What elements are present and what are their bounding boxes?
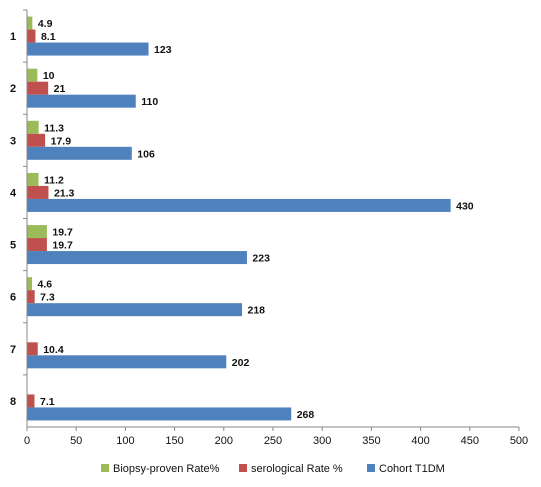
category-label: 5 (10, 240, 16, 252)
bar-biopsy-proven-rate- (27, 68, 38, 82)
bar-biopsy-proven-rate- (27, 277, 33, 291)
data-label: 8.1 (41, 31, 56, 43)
bar-cohort-t1dm (27, 303, 243, 317)
legend-label: serological Rate % (251, 463, 343, 475)
bar-serological-rate- (27, 29, 36, 43)
bar-cohort-t1dm (27, 407, 292, 421)
bar-cohort-t1dm (27, 355, 227, 369)
data-label: 218 (248, 305, 266, 317)
bar-biopsy-proven-rate- (27, 172, 39, 186)
category-label: 8 (10, 396, 16, 408)
x-tick-label: 300 (313, 435, 331, 447)
bar-cohort-t1dm (27, 251, 247, 265)
data-label: 11.2 (44, 174, 64, 186)
legend-label: Biopsy-proven Rate% (113, 463, 220, 475)
bar-serological-rate- (27, 81, 49, 95)
data-label: 268 (297, 409, 315, 421)
category-label: 6 (10, 292, 16, 304)
data-label: 21.3 (54, 187, 75, 199)
data-label: 106 (137, 148, 155, 160)
legend-swatch (239, 464, 247, 472)
bar-biopsy-proven-rate- (27, 16, 33, 30)
bar-serological-rate- (27, 394, 35, 408)
legend-swatch (367, 464, 375, 472)
x-tick-label: 100 (116, 435, 134, 447)
plot-area: 0 50 100 150 200 250 300 350 400 450 500 1 4.98.1 123… (10, 9, 528, 447)
x-tick-label: 500 (510, 435, 528, 447)
x-tick-label: 50 (70, 435, 82, 447)
data-label: 7.1 (40, 396, 55, 408)
x-tick-label: 150 (165, 435, 183, 447)
legend: Biopsy-proven Rate% serological Rate % Coh… (101, 463, 445, 475)
bar-serological-rate- (27, 290, 35, 304)
data-label: 10.4 (43, 344, 64, 356)
bar-biopsy-proven-rate- (27, 225, 47, 239)
data-label: 202 (232, 357, 250, 369)
data-label: 4.9 (38, 18, 53, 30)
data-label: 7.3 (40, 292, 55, 304)
data-label: 123 (154, 44, 172, 56)
data-label: 10 (43, 70, 55, 82)
x-tick-label: 400 (411, 435, 429, 447)
x-tick-label: 350 (362, 435, 380, 447)
category-label: 4 (10, 187, 17, 199)
data-label: 223 (252, 253, 270, 265)
bar-cohort-t1dm (27, 198, 451, 212)
legend-label: Cohort T1DM (379, 463, 445, 475)
data-label: 110 (141, 96, 158, 108)
category-label: 7 (10, 344, 16, 356)
bar-serological-rate- (27, 185, 49, 199)
x-tick-label: 200 (215, 435, 233, 447)
data-label: 4.6 (38, 279, 53, 291)
bar-cohort-t1dm (27, 42, 149, 56)
category-label: 2 (10, 83, 16, 95)
data-label: 17.9 (51, 135, 72, 147)
data-label: 19.7 (52, 240, 73, 252)
x-tick-label: 250 (264, 435, 282, 447)
legend-swatch (101, 464, 109, 472)
data-label: 11.3 (44, 122, 64, 134)
bar-biopsy-proven-rate- (27, 120, 39, 134)
bar-serological-rate- (27, 238, 47, 252)
category-label: 3 (10, 135, 16, 147)
data-label: 21 (54, 83, 66, 95)
x-tick-label: 0 (24, 435, 30, 447)
data-label: 19.7 (52, 227, 73, 239)
bar-cohort-t1dm (27, 146, 132, 160)
bar-serological-rate- (27, 133, 46, 147)
bar-cohort-t1dm (27, 94, 136, 108)
data-label: 430 (456, 200, 474, 212)
x-tick-label: 450 (461, 435, 479, 447)
category-label: 1 (10, 31, 16, 43)
bar-serological-rate- (27, 342, 38, 356)
